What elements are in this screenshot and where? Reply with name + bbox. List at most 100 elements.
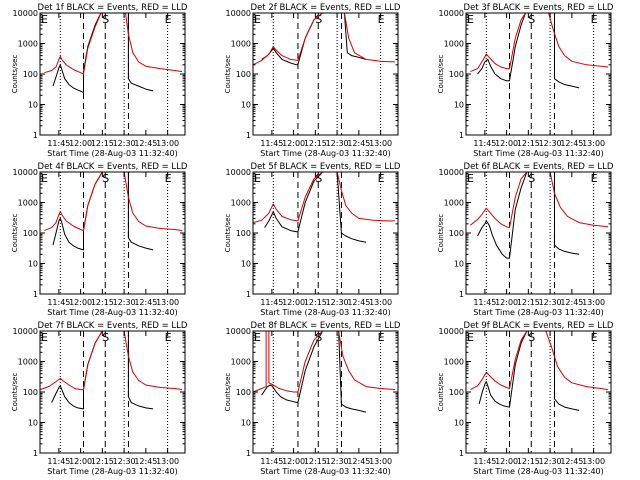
chart-title: Det 3f BLACK = Events, RED = LLD xyxy=(464,3,614,13)
y-tick-label: 1 xyxy=(33,290,38,299)
plot-frame xyxy=(252,330,399,454)
chart-title: Det 4f BLACK = Events, RED = LLD xyxy=(38,162,188,172)
x-tick-label: 13:00 xyxy=(582,139,605,148)
interval-marker-label: S xyxy=(102,13,109,26)
y-tick-label: 1000 xyxy=(444,199,464,208)
y-axis-label: Counts/sec xyxy=(11,373,19,412)
x-tick-label: 12:00 xyxy=(282,298,305,307)
x-tick-label: 13:00 xyxy=(156,457,179,466)
interval-marker-label: E xyxy=(467,172,474,185)
y-tick-label: 10000 xyxy=(226,327,251,336)
y-tick-label: 10 xyxy=(28,260,38,269)
x-tick-label: 12:15 xyxy=(304,457,327,466)
x-tick-label: 13:00 xyxy=(369,139,392,148)
x-tick-label: 12:30 xyxy=(113,298,136,307)
y-tick-label: 10000 xyxy=(13,168,38,177)
y-tick-label: 1000 xyxy=(18,199,38,208)
x-axis-label: Start Time (28-Aug-03 11:32:40) xyxy=(473,149,604,158)
y-tick-label: 10 xyxy=(454,101,464,110)
x-axis-label: Start Time (28-Aug-03 11:32:40) xyxy=(473,308,604,317)
interval-marker-label: S xyxy=(315,172,322,185)
x-tick-label: 12:45 xyxy=(347,457,370,466)
x-tick-label: 12:15 xyxy=(517,457,540,466)
y-tick-label: 10 xyxy=(28,101,38,110)
x-tick-label: 12:45 xyxy=(560,298,583,307)
events-series-line xyxy=(261,12,367,66)
y-tick-label: 1 xyxy=(246,290,251,299)
y-tick-label: 1000 xyxy=(18,40,38,49)
x-tick-label: 12:00 xyxy=(69,298,92,307)
y-tick-label: 1000 xyxy=(444,358,464,367)
x-tick-label: 12:15 xyxy=(91,457,114,466)
x-tick-label: 11:45 xyxy=(260,457,283,466)
x-tick-label: 12:45 xyxy=(134,139,157,148)
x-axis-label: Start Time (28-Aug-03 11:32:40) xyxy=(473,467,604,476)
x-tick-label: 12:00 xyxy=(282,139,305,148)
x-tick-label: 12:15 xyxy=(517,139,540,148)
y-axis-label: Counts/sec xyxy=(224,373,232,412)
y-tick-label: 1 xyxy=(33,131,38,140)
plot-frame xyxy=(39,171,186,295)
interval-marker-label: S xyxy=(102,331,109,344)
chart-title: Det 6f BLACK = Events, RED = LLD xyxy=(464,162,614,172)
y-axis-label: Counts/sec xyxy=(11,55,19,94)
lld-series-line xyxy=(44,12,183,75)
interval-marker-label: E xyxy=(165,331,172,344)
interval-marker-label: E xyxy=(591,331,598,344)
events-series-line xyxy=(264,171,367,243)
y-tick-label: 10000 xyxy=(439,168,464,177)
x-tick-label: 11:45 xyxy=(260,139,283,148)
x-tick-label: 12:00 xyxy=(495,298,518,307)
interval-marker-label: S xyxy=(528,331,535,344)
x-axis-label: Start Time (28-Aug-03 11:32:40) xyxy=(47,149,178,158)
y-axis-label: Counts/sec xyxy=(437,55,445,94)
x-tick-label: 12:00 xyxy=(495,457,518,466)
y-axis-label: Counts/sec xyxy=(11,214,19,253)
plot-frame xyxy=(252,12,399,136)
interval-marker-label: E xyxy=(591,13,598,26)
interval-marker-label: E xyxy=(254,13,261,26)
x-tick-label: 11:45 xyxy=(473,139,496,148)
lld-series-line xyxy=(470,171,609,229)
y-tick-label: 1000 xyxy=(231,40,251,49)
y-tick-label: 10 xyxy=(241,419,251,428)
x-tick-label: 13:00 xyxy=(582,457,605,466)
plot-frame xyxy=(39,330,186,454)
interval-marker-label: S xyxy=(102,172,109,185)
x-tick-label: 12:45 xyxy=(560,139,583,148)
x-tick-label: 12:30 xyxy=(326,457,349,466)
x-tick-label: 12:45 xyxy=(347,298,370,307)
y-tick-label: 100 xyxy=(449,229,464,238)
y-tick-label: 10000 xyxy=(13,9,38,18)
y-tick-label: 10000 xyxy=(226,9,251,18)
x-axis-label: Start Time (28-Aug-03 11:32:40) xyxy=(260,149,391,158)
y-tick-label: 10 xyxy=(454,419,464,428)
y-tick-label: 1 xyxy=(459,449,464,458)
y-axis-label: Counts/sec xyxy=(437,214,445,253)
interval-marker-label: S xyxy=(528,172,535,185)
y-tick-label: 100 xyxy=(236,229,251,238)
x-tick-label: 12:30 xyxy=(113,139,136,148)
lld-series-line xyxy=(39,330,183,391)
plot-frame xyxy=(465,330,612,454)
y-tick-label: 10000 xyxy=(439,9,464,18)
interval-marker-label: E xyxy=(41,331,48,344)
lld-series-line xyxy=(470,12,609,73)
lld-series-line xyxy=(252,12,396,66)
y-tick-label: 100 xyxy=(449,388,464,397)
x-tick-label: 12:30 xyxy=(113,457,136,466)
x-tick-label: 11:45 xyxy=(260,298,283,307)
x-tick-label: 12:00 xyxy=(69,139,92,148)
y-tick-label: 100 xyxy=(236,388,251,397)
x-tick-label: 12:30 xyxy=(539,139,562,148)
x-tick-label: 12:30 xyxy=(539,298,562,307)
x-tick-label: 12:15 xyxy=(517,298,540,307)
x-tick-label: 12:45 xyxy=(134,298,157,307)
interval-marker-label: S xyxy=(315,13,322,26)
plot-frame xyxy=(465,171,612,295)
